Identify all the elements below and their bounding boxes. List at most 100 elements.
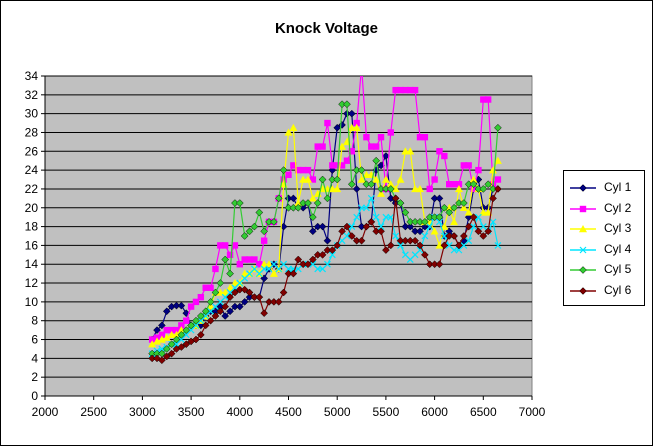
- data-point-cyl-4: [421, 232, 429, 240]
- data-point-cyl-1: [406, 222, 415, 231]
- data-point-cyl-2: [285, 171, 292, 179]
- data-point-cyl-6: [440, 241, 449, 250]
- data-point-cyl-5: [318, 175, 327, 184]
- data-point-cyl-2: [484, 96, 492, 103]
- data-point-cyl-6: [377, 227, 385, 236]
- legend-label-cyl-6: Cyl 6: [604, 282, 632, 297]
- data-point-cyl-5: [221, 255, 230, 264]
- x-tick-label: 6500: [470, 405, 497, 419]
- series-layer: [148, 63, 502, 365]
- data-point-cyl-5: [343, 100, 351, 109]
- data-point-cyl-4: [440, 232, 448, 240]
- data-point-cyl-6: [304, 260, 312, 269]
- data-point-cyl-5: [347, 180, 356, 189]
- data-point-cyl-2: [441, 152, 448, 160]
- data-point-cyl-6: [494, 185, 502, 193]
- data-point-cyl-1: [416, 227, 424, 236]
- data-point-cyl-1: [177, 301, 186, 310]
- data-point-cyl-2: [231, 242, 239, 249]
- data-point-cyl-2: [299, 166, 307, 174]
- data-point-cyl-1: [221, 312, 230, 320]
- data-point-cyl-6: [231, 288, 239, 297]
- data-point-cyl-6: [391, 194, 400, 203]
- data-point-cyl-6: [221, 302, 230, 311]
- data-point-cyl-6: [318, 250, 327, 259]
- data-point-cyl-3: [381, 175, 390, 183]
- data-point-cyl-5: [196, 312, 205, 320]
- data-point-cyl-5: [401, 208, 410, 217]
- data-point-cyl-2: [251, 256, 258, 263]
- data-point-cyl-6: [479, 232, 488, 240]
- data-point-cyl-4: [450, 246, 458, 254]
- data-point-cyl-6: [216, 307, 225, 316]
- legend-label-cyl-1: Cyl 1: [604, 180, 632, 194]
- chart-title: Knock Voltage: [274, 20, 379, 37]
- data-point-cyl-3: [294, 199, 303, 207]
- data-point-cyl-5: [435, 213, 444, 222]
- data-point-cyl-2: [236, 261, 243, 268]
- legend-swatch-cyl-2: [570, 205, 596, 212]
- data-point-cyl-2: [226, 251, 234, 259]
- data-point-cyl-1: [308, 227, 317, 236]
- data-point-cyl-5: [192, 316, 200, 325]
- y-tick-label: 30: [25, 107, 39, 121]
- legend-item-cyl-1: Cyl 1: [564, 177, 644, 197]
- data-point-cyl-2: [197, 293, 205, 301]
- data-point-cyl-4: [314, 265, 322, 273]
- data-point-cyl-6: [240, 285, 249, 294]
- data-point-cyl-4: [392, 232, 400, 240]
- legend-item-cyl-3: Cyl 3: [564, 218, 644, 238]
- data-point-cyl-5: [372, 156, 381, 165]
- data-point-cyl-6: [274, 298, 283, 306]
- plot-background: [44, 75, 533, 397]
- data-point-cyl-2: [397, 86, 404, 94]
- data-point-cyl-2: [368, 143, 375, 150]
- data-point-cyl-4: [328, 251, 336, 259]
- data-point-cyl-5: [294, 203, 303, 212]
- data-point-cyl-5: [367, 180, 376, 189]
- data-point-cyl-4: [436, 218, 443, 226]
- data-point-cyl-6: [386, 241, 395, 250]
- data-point-cyl-2: [358, 63, 364, 69]
- y-tick-label: 14: [25, 257, 39, 271]
- data-point-cyl-2: [324, 119, 331, 127]
- data-point-cyl-1: [240, 298, 249, 306]
- y-tick-label: 32: [25, 88, 39, 102]
- y-tick-label: 26: [25, 144, 39, 158]
- data-point-cyl-3: [454, 184, 463, 193]
- legend-label-cyl-3: Cyl 3: [604, 221, 632, 235]
- data-point-cyl-3: [469, 175, 478, 183]
- data-point-cyl-1: [289, 194, 298, 203]
- legend-marker-cyl-3: [579, 225, 587, 233]
- data-point-cyl-2: [158, 331, 166, 339]
- data-point-cyl-6: [382, 246, 390, 254]
- y-tick-label: 6: [31, 333, 38, 347]
- data-point-cyl-2: [221, 242, 229, 249]
- data-point-cyl-2: [343, 157, 351, 164]
- data-point-cyl-6: [211, 312, 220, 320]
- data-point-cyl-2: [455, 181, 463, 188]
- data-point-cyl-5: [357, 166, 366, 174]
- data-point-cyl-2: [295, 166, 302, 174]
- data-point-cyl-1: [323, 236, 332, 245]
- data-point-cyl-1: [435, 194, 444, 203]
- data-point-cyl-3: [396, 175, 405, 183]
- data-point-cyl-6: [182, 340, 191, 349]
- data-point-cyl-3: [153, 337, 162, 345]
- legend-swatch-cyl-3: [570, 225, 596, 233]
- data-point-cyl-3: [269, 269, 278, 277]
- data-point-cyl-6: [226, 293, 234, 302]
- data-point-cyl-5: [162, 345, 171, 353]
- data-point-cyl-6: [158, 356, 166, 365]
- legend-marker-cyl-1: [579, 184, 587, 192]
- data-point-cyl-2: [217, 242, 224, 249]
- data-point-cyl-6: [455, 241, 463, 250]
- data-point-cyl-5: [270, 218, 278, 226]
- data-point-cyl-3: [148, 340, 157, 348]
- y-tick-label: 2: [31, 370, 38, 384]
- data-point-cyl-3: [357, 175, 366, 183]
- data-point-cyl-4: [377, 223, 385, 231]
- data-point-cyl-6: [289, 269, 298, 278]
- legend-label-cyl-5: Cyl 5: [604, 262, 632, 276]
